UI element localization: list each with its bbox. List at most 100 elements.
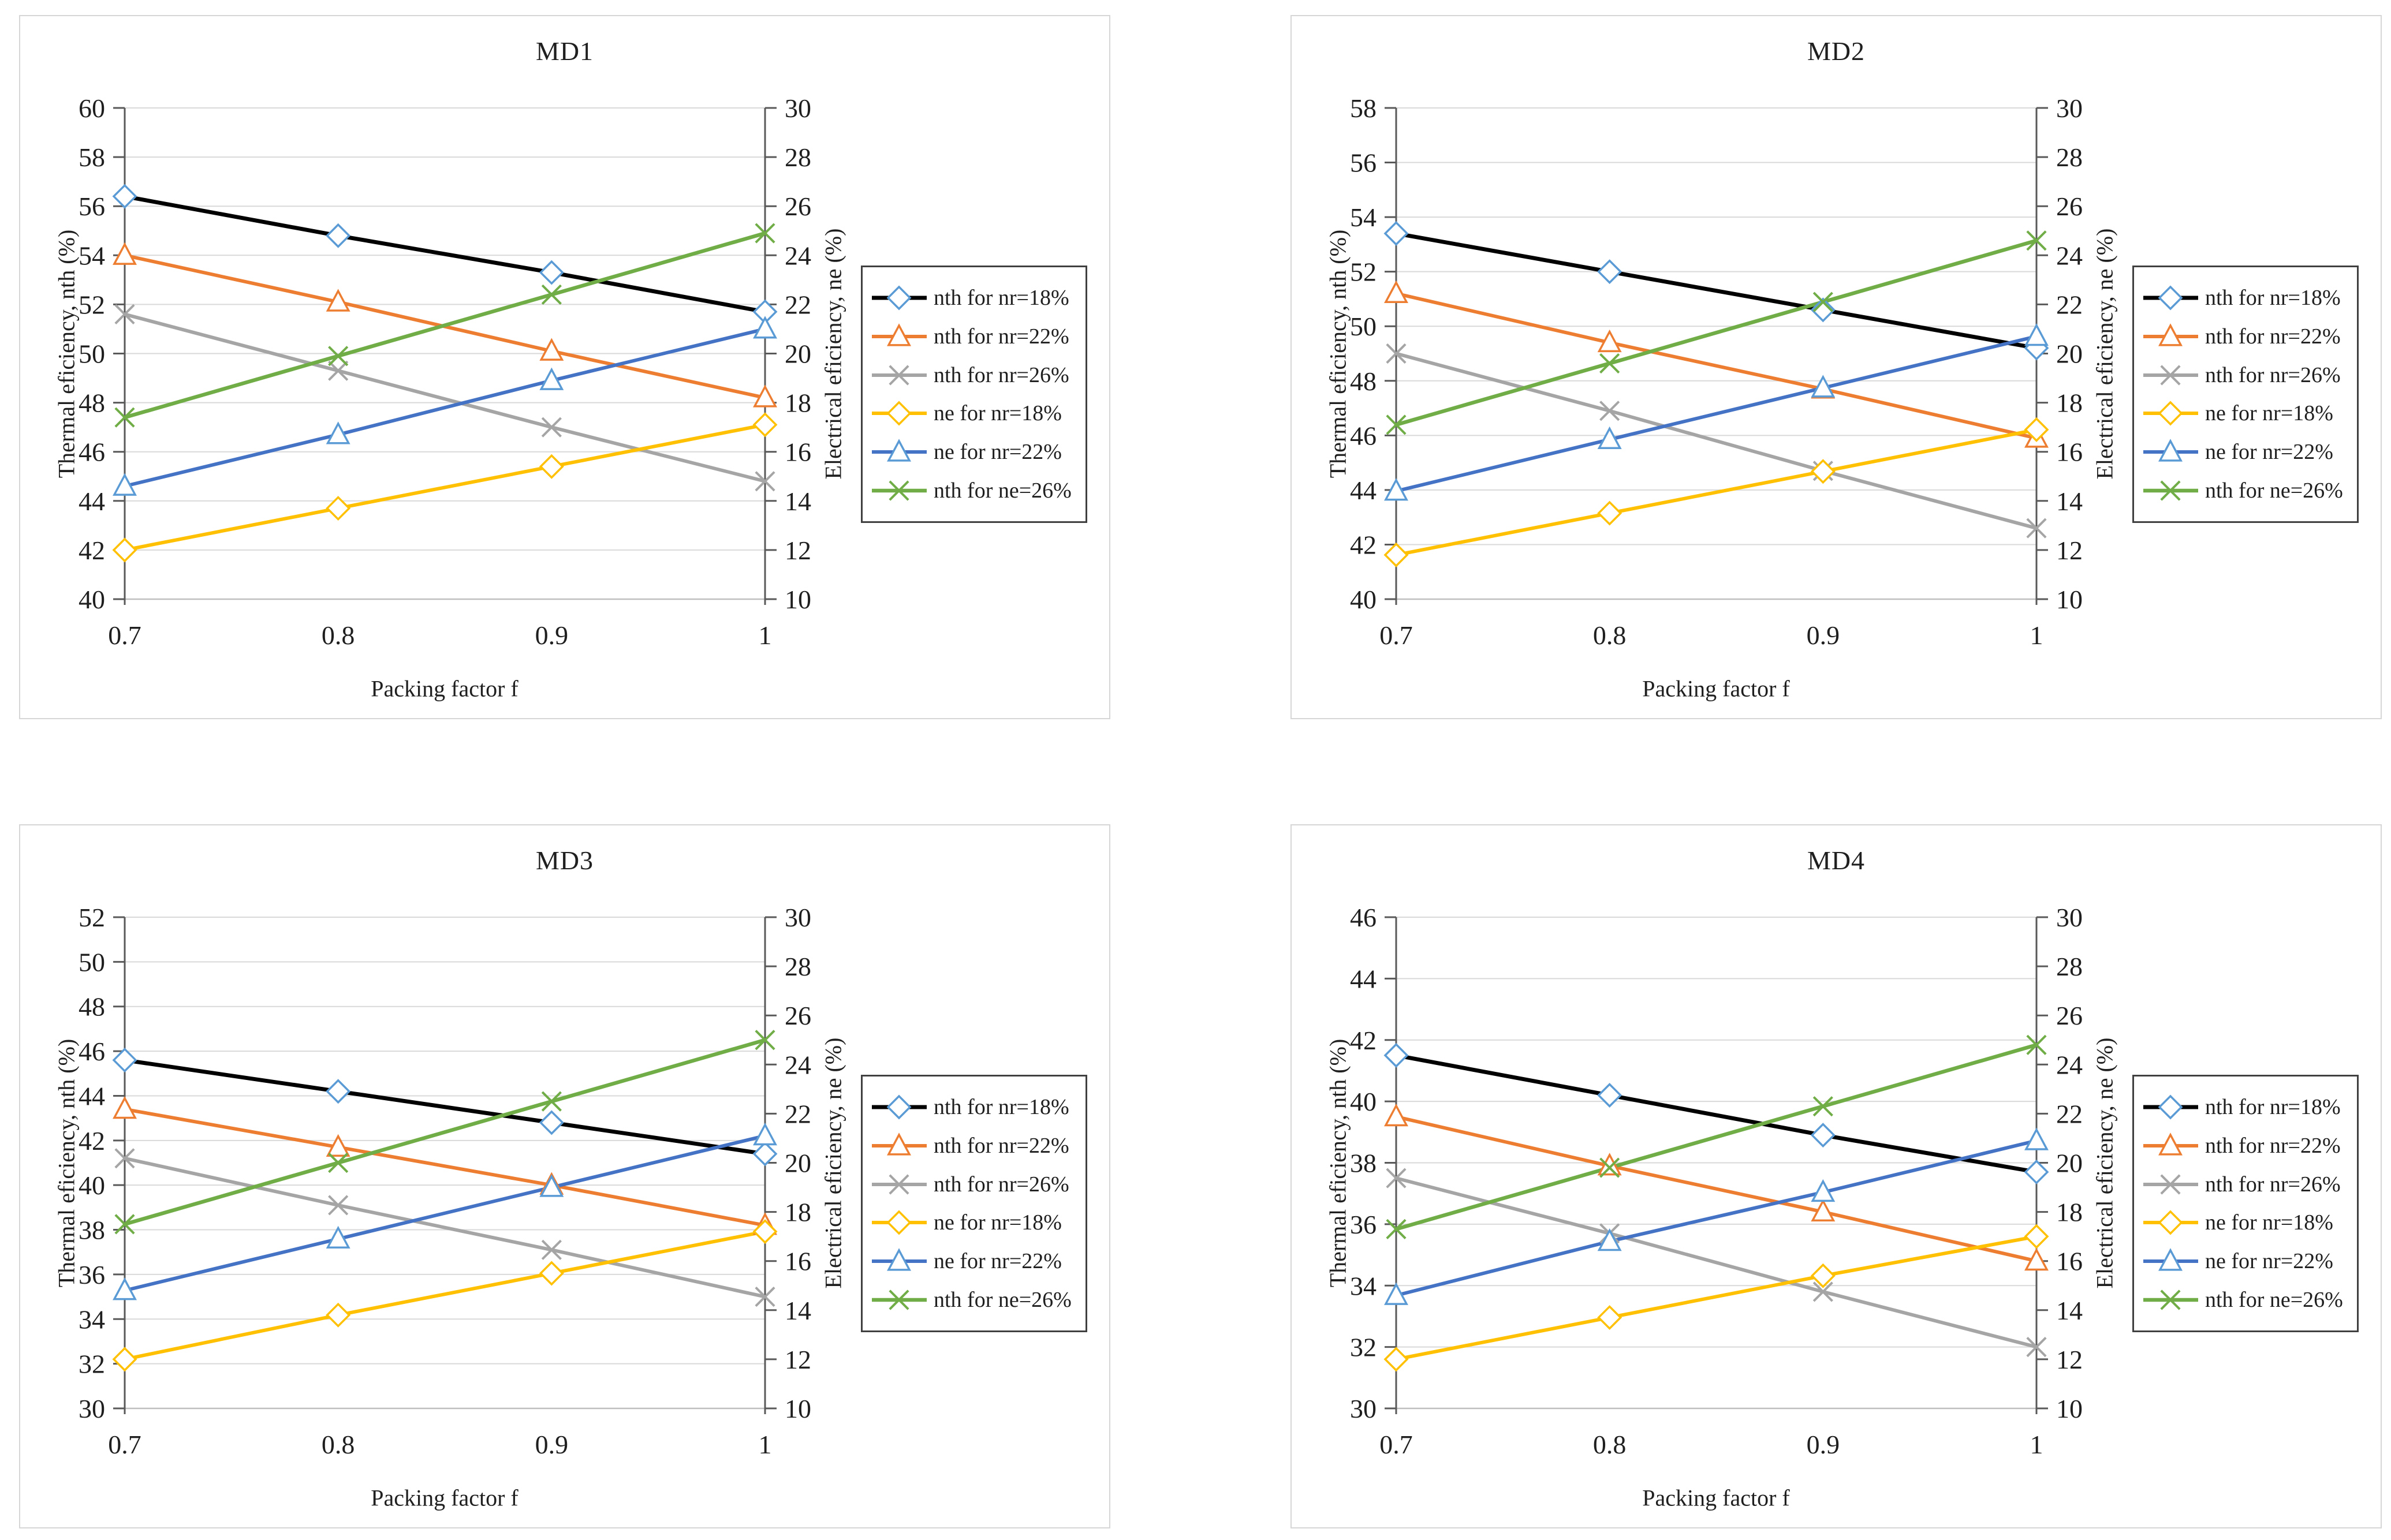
diamond-marker-icon <box>886 1094 912 1120</box>
left-tick-label: 46 <box>1350 421 1377 450</box>
x-marker-icon <box>2026 230 2047 251</box>
x-marker-icon <box>541 417 562 438</box>
legend-item: nth for nr=26% <box>2143 1165 2348 1203</box>
x-marker-icon <box>114 1148 135 1169</box>
left-tick-label: 40 <box>1350 1087 1377 1116</box>
series-line <box>123 1134 767 1292</box>
legend-item: ne for nr=22% <box>872 1242 1076 1280</box>
legend-item: nth for ne=26% <box>872 1281 1076 1319</box>
right-tick-label: 14 <box>785 487 811 516</box>
series-line <box>1394 1043 2039 1231</box>
diamond-marker-icon <box>1810 1263 1836 1288</box>
diamond-marker-icon <box>752 1141 778 1167</box>
left-tick-label: 32 <box>79 1350 105 1379</box>
legend: nth for nr=18% nth for nr=22% nth for nr=2… <box>861 266 1087 523</box>
plot-area: 40 42 44 46 48 50 52 54 56 58 10 12 14 16 18 20 22 24 26 28… <box>1350 94 2083 650</box>
legend-label: nth for nr=18% <box>934 1095 1069 1119</box>
x-marker-icon <box>889 1174 909 1195</box>
legend-swatch <box>872 365 927 386</box>
x-tick-label: 1 <box>759 621 772 650</box>
x-tick-label: 0.9 <box>1807 1430 1840 1459</box>
right-tick-label: 24 <box>785 1050 811 1079</box>
right-tick-label: 28 <box>2056 143 2083 172</box>
legend-swatch <box>2143 285 2198 311</box>
legend-label: nth for ne=26% <box>2205 478 2343 503</box>
right-tick-label: 18 <box>785 1198 811 1227</box>
triangle-marker-icon <box>113 1277 137 1300</box>
left-tick-label: 42 <box>1350 1026 1377 1055</box>
legend: nth for nr=18% nth for nr=22% nth for nr=2… <box>2132 266 2359 523</box>
diamond-marker-icon <box>886 285 912 311</box>
series-line <box>123 327 767 488</box>
legend-label: ne for nr=22% <box>2205 1249 2333 1274</box>
left-tick-label: 52 <box>79 290 105 319</box>
x-marker-icon <box>1386 1168 1407 1188</box>
x-tick-label: 1 <box>2030 621 2043 650</box>
plot-area: 30 32 34 36 38 40 42 44 46 48 50 52 10 12 14 16 18 20 22 24… <box>79 903 811 1459</box>
legend-item: ne for nr=18% <box>2143 1203 2348 1242</box>
triangle-marker-icon <box>539 367 564 390</box>
left-tick-label: 44 <box>79 487 105 516</box>
right-tick-label: 28 <box>785 143 811 172</box>
left-tick-label: 30 <box>79 1394 105 1423</box>
right-tick-label: 26 <box>2056 192 2083 221</box>
series-line <box>1394 352 2038 530</box>
triangle-marker-icon <box>539 1174 564 1197</box>
legend-label: ne for nr=18% <box>2205 401 2333 426</box>
x-marker-icon <box>2026 1337 2047 1358</box>
chart-panel-md4: MD4 Thermal eficiency, nth (%) Electrica… <box>1290 824 2382 1528</box>
right-tick-label: 16 <box>785 438 811 467</box>
legend-swatch <box>2143 439 2198 462</box>
x-marker-icon <box>328 360 349 381</box>
legend-swatch <box>872 1094 927 1120</box>
x-marker-icon <box>114 1214 135 1235</box>
left-tick-label: 44 <box>1350 476 1377 505</box>
left-tick-label: 42 <box>79 1126 105 1156</box>
x-tick-label: 0.8 <box>1593 621 1627 650</box>
diamond-marker-icon <box>1383 1042 1409 1068</box>
diamond-marker-icon <box>1383 542 1409 567</box>
series-line <box>1394 1115 2038 1263</box>
diamond-marker-icon <box>326 223 351 248</box>
legend-swatch <box>2143 1248 2198 1271</box>
x-tick-label: 1 <box>2030 1430 2043 1459</box>
left-tick-label: 52 <box>1350 257 1377 287</box>
x-marker-icon <box>328 1152 349 1173</box>
legend-label: nth for nr=18% <box>2205 1095 2341 1119</box>
legend-item: nth for nr=22% <box>872 1127 1076 1165</box>
right-tick-label: 22 <box>2056 290 2083 319</box>
legend-item: nth for nr=22% <box>2143 317 2348 356</box>
legend-label: nth for nr=26% <box>2205 1172 2341 1197</box>
diamond-marker-icon <box>539 260 564 285</box>
left-tick-label: 50 <box>1350 312 1377 341</box>
legend-swatch <box>872 1174 927 1195</box>
series-line <box>1394 1176 2038 1349</box>
legend-swatch <box>872 1289 927 1310</box>
legend-label: ne for nr=22% <box>934 1249 1062 1274</box>
diamond-marker-icon <box>539 1110 564 1135</box>
x-marker-icon <box>889 365 909 386</box>
x-tick-label: 0.7 <box>1379 621 1413 650</box>
legend-label: nth for nr=26% <box>2205 362 2341 387</box>
left-tick-label: 54 <box>79 241 105 270</box>
plot-area: 40 42 44 46 48 50 52 54 56 58 60 10 12 14 16 18 20 22 24 26… <box>79 94 811 650</box>
legend-label: nth for nr=18% <box>2205 286 2341 310</box>
diamond-marker-icon <box>539 1261 564 1286</box>
legend-swatch <box>2143 1210 2198 1235</box>
triangle-marker-icon <box>2158 1248 2183 1271</box>
right-tick-label: 10 <box>2056 1394 2083 1423</box>
legend-item: ne for nr=22% <box>872 433 1076 471</box>
right-tick-label: 14 <box>2056 1296 2083 1325</box>
diamond-marker-icon <box>2158 1094 2183 1120</box>
chart-title: MD4 <box>1807 846 1866 875</box>
right-tick-label: 20 <box>785 339 811 369</box>
left-tick-label: 44 <box>79 1081 105 1111</box>
x-marker-icon <box>889 1289 909 1310</box>
right-tick-label: 16 <box>785 1247 811 1276</box>
legend-swatch <box>2143 1094 2198 1120</box>
right-tick-label: 16 <box>2056 1247 2083 1276</box>
diamond-marker-icon <box>886 401 912 426</box>
right-tick-label: 20 <box>2056 339 2083 369</box>
legend-item: ne for nr=22% <box>2143 433 2348 471</box>
